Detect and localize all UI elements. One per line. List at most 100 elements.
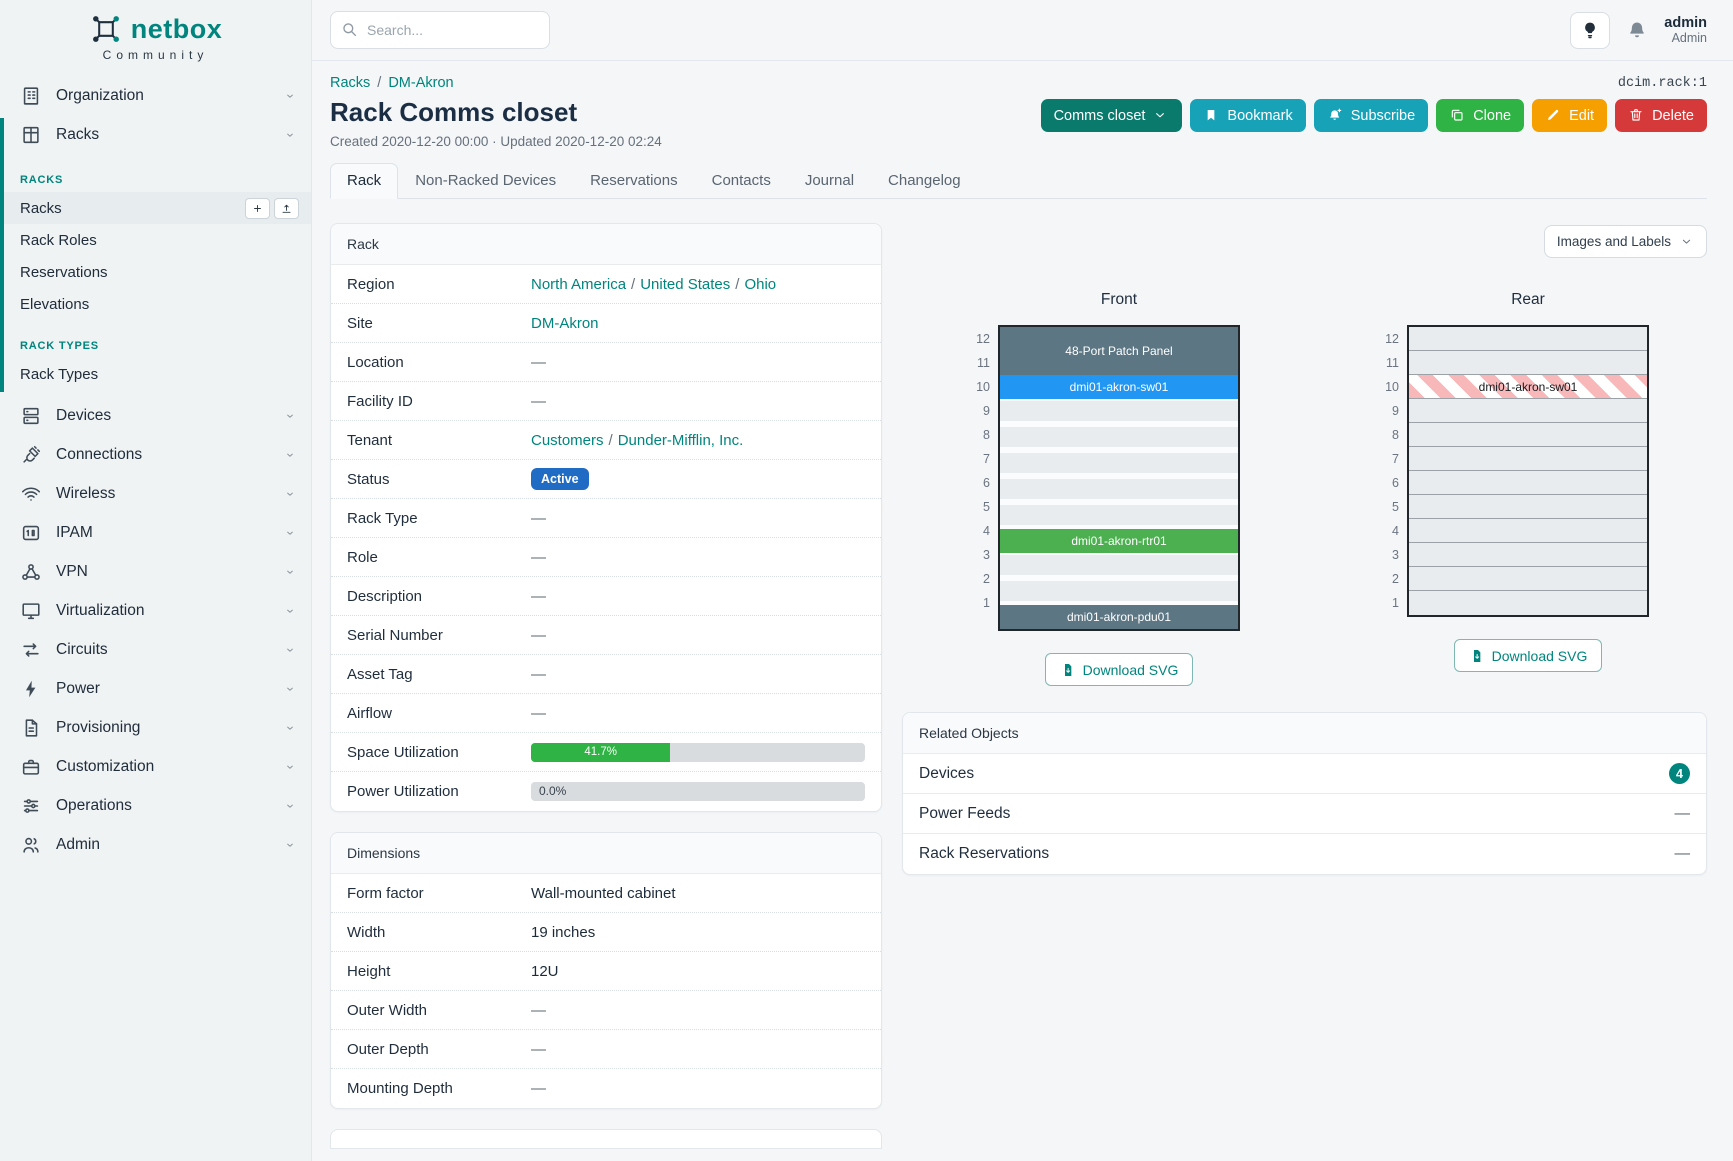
sidebar-item-devices[interactable]: Devices <box>0 396 311 435</box>
rack-unit-front-7-empty[interactable] <box>1000 453 1238 477</box>
link-united-states[interactable]: United States <box>640 275 731 293</box>
link-dm-akron[interactable]: DM-Akron <box>531 314 599 332</box>
notifications-bell-icon[interactable] <box>1626 19 1648 41</box>
sidebar-item-rack-types[interactable]: Rack Types <box>0 358 311 390</box>
delete-button[interactable]: Delete <box>1615 99 1707 132</box>
rack-unit-rear-3-empty[interactable] <box>1409 543 1647 567</box>
rack-unit-rear-5-empty[interactable] <box>1409 495 1647 519</box>
rack-unit-rear-11-empty[interactable] <box>1409 351 1647 375</box>
add-rack-button[interactable] <box>245 197 270 219</box>
page-title: Rack Comms closet <box>330 97 578 127</box>
tab-changelog[interactable]: Changelog <box>888 172 961 189</box>
detail-row-form-factor: Form factor Wall-mounted cabinet <box>331 874 881 913</box>
sidebar-item-label: Connections <box>56 445 143 463</box>
link-ohio[interactable]: Ohio <box>744 275 777 293</box>
unit-number-rear-5: 5 <box>1392 500 1399 514</box>
related-row-devices[interactable]: Devices 4 <box>903 754 1706 794</box>
rack-unit-front-9-empty[interactable] <box>1000 401 1238 425</box>
link-customers[interactable]: Customers <box>531 431 604 449</box>
sidebar-item-power[interactable]: Power <box>0 669 311 708</box>
left-column: Rack Region North America / United States / O… <box>330 223 882 1149</box>
rack-unit-rear-6-empty[interactable] <box>1409 471 1647 495</box>
search-input[interactable] <box>330 11 550 49</box>
rack-slot-front-48-port-patch-panel[interactable]: 48-Port Patch Panel <box>1000 327 1238 375</box>
rack-unit-rear-8-empty[interactable] <box>1409 423 1647 447</box>
theme-toggle-button[interactable] <box>1570 11 1611 49</box>
sidebar-item-wireless[interactable]: Wireless <box>0 474 311 513</box>
sidebar-item-elevations[interactable]: Elevations <box>0 288 311 320</box>
sidebar-item-racks[interactable]: Racks <box>0 115 311 154</box>
detail-value: Customers / Dunder-Mifflin, Inc. <box>531 432 865 449</box>
sidebar-item-rack-roles[interactable]: Rack Roles <box>0 224 311 256</box>
rack-unit-rear-1-empty[interactable] <box>1409 591 1647 615</box>
tab-rack[interactable]: Rack <box>330 163 399 199</box>
rack-unit-front-2-empty[interactable] <box>1000 581 1238 605</box>
rack-slot-front-dmi01-akron-pdu01[interactable]: dmi01-akron-pdu01 <box>1000 605 1238 629</box>
edit-button[interactable]: Edit <box>1532 99 1608 132</box>
elevation-view-selector[interactable]: Images and Labels <box>1543 225 1707 258</box>
bookmark-button[interactable]: Bookmark <box>1190 99 1306 132</box>
comms-closet-button[interactable]: Comms closet <box>1040 99 1183 132</box>
rack-unit-rear-2-empty[interactable] <box>1409 567 1647 591</box>
sidebar-item-connections[interactable]: Connections <box>0 435 311 474</box>
rack-unit-rear-12-empty[interactable] <box>1409 327 1647 351</box>
download-svg-front-button[interactable]: Download SVG <box>1044 653 1194 686</box>
tab-reservations[interactable]: Reservations <box>590 172 678 189</box>
rack-unit-rear-9-empty[interactable] <box>1409 399 1647 423</box>
sidebar-item-label: Elevations <box>20 295 90 313</box>
clone-button[interactable]: Clone <box>1436 99 1525 132</box>
breadcrumb-link-racks[interactable]: Racks <box>330 75 371 91</box>
sidebar-item-admin[interactable]: Admin <box>0 825 311 864</box>
download-svg-rear-button[interactable]: Download SVG <box>1453 639 1603 672</box>
sidebar-item-virtualization[interactable]: Virtualization <box>0 591 311 630</box>
rack-unit-front-5-empty[interactable] <box>1000 505 1238 529</box>
unit-number-front-6: 6 <box>983 476 990 490</box>
sidebar-item-reservations[interactable]: Reservations <box>0 256 311 288</box>
link-dunder-mifflin-inc[interactable]: Dunder-Mifflin, Inc. <box>617 431 744 449</box>
building-icon <box>20 85 42 107</box>
chevron-down-small-icon <box>283 409 297 423</box>
rear-rack-diagram: dmi01-akron-sw01 <box>1407 325 1649 617</box>
sidebar-item-customization[interactable]: Customization <box>0 747 311 786</box>
rack-slot-rear-dmi01-akron-sw01[interactable]: dmi01-akron-sw01 <box>1409 375 1647 399</box>
sidebar-item-operations[interactable]: Operations <box>0 786 311 825</box>
unit-number-rear-11: 11 <box>1386 356 1399 370</box>
rack-unit-rear-4-empty[interactable] <box>1409 519 1647 543</box>
chevron-down-small-icon <box>283 721 297 735</box>
tab-contacts[interactable]: Contacts <box>711 172 771 189</box>
related-row-power-feeds[interactable]: Power Feeds — <box>903 794 1706 834</box>
detail-value: — <box>531 353 546 371</box>
import-racks-button[interactable] <box>274 197 299 219</box>
detail-label: Form factor <box>347 884 424 902</box>
detail-label: Mounting Depth <box>347 1080 453 1097</box>
unit-number-rear-2: 2 <box>1392 572 1399 586</box>
sidebar-item-racks[interactable]: Racks <box>0 192 311 224</box>
unit-number-front-4: 4 <box>983 524 990 538</box>
rack-slot-front-dmi01-akron-rtr01[interactable]: dmi01-akron-rtr01 <box>1000 529 1238 553</box>
rack-unit-front-6-empty[interactable] <box>1000 479 1238 503</box>
related-row-rack-reservations[interactable]: Rack Reservations — <box>903 834 1706 874</box>
subscribe-button[interactable]: Subscribe <box>1313 99 1429 132</box>
breadcrumb-link-dm-akron[interactable]: DM-Akron <box>388 75 454 91</box>
rack-slot-front-dmi01-akron-sw01[interactable]: dmi01-akron-sw01 <box>1000 375 1238 399</box>
detail-label: Rack Type <box>347 509 418 527</box>
user-menu[interactable]: admin Admin <box>1664 15 1707 45</box>
detail-label: Role <box>347 548 378 566</box>
front-elevation-title: Front <box>1100 291 1138 308</box>
rack-unit-front-8-empty[interactable] <box>1000 427 1238 451</box>
tab-journal[interactable]: Journal <box>804 172 855 189</box>
brand[interactable]: netbox Community <box>0 0 311 64</box>
sidebar-item-circuits[interactable]: Circuits <box>0 630 311 669</box>
related-objects-panel: Related Objects Devices 4 Power Feeds — Rack… <box>902 712 1707 875</box>
link-north-america[interactable]: North America <box>531 275 627 293</box>
sidebar-item-vpn[interactable]: VPN <box>0 552 311 591</box>
power-utilization-bar: 0.0% <box>531 782 865 801</box>
tab-non-racked-devices[interactable]: Non-Racked Devices <box>415 172 557 189</box>
rack-unit-front-3-empty[interactable] <box>1000 555 1238 579</box>
sidebar-item-organization[interactable]: Organization <box>0 76 311 115</box>
rack-unit-rear-7-empty[interactable] <box>1409 447 1647 471</box>
sidebar-item-provisioning[interactable]: Provisioning <box>0 708 311 747</box>
sidebar-item-ipam[interactable]: IPAM <box>0 513 311 552</box>
detail-row-width: Width 19 inches <box>331 913 881 952</box>
sidebar-item-label: Devices <box>56 406 112 424</box>
